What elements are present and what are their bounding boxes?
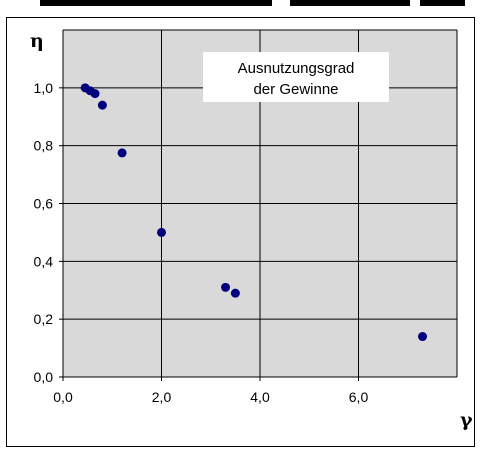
data-point: [230, 288, 240, 298]
y-tick-label: 0,8: [34, 138, 54, 154]
axes: [59, 30, 457, 381]
top-strip: [0, 0, 483, 17]
x-tick-label: 2,0: [152, 389, 172, 405]
y-tick-labels: 0,0 0,2 0,4 0,6 0,8 1,0: [34, 80, 63, 385]
data-point: [221, 282, 231, 292]
x-axis-label: γ: [460, 409, 473, 431]
data-point: [90, 89, 100, 99]
y-axis-label: η: [30, 30, 44, 52]
data-point: [157, 227, 166, 237]
cropped-text-fragment: [40, 0, 272, 6]
y-tick-label: 0,0: [34, 369, 54, 385]
y-tick-label: 0,4: [34, 253, 54, 269]
y-tick-label: 0,2: [34, 311, 54, 327]
x-tick-label: 4,0: [250, 389, 270, 405]
annotation-line-2: der Gewinne: [253, 81, 338, 98]
x-tick-labels: 0,0 2,0 4,0 6,0: [53, 377, 368, 405]
y-tick-label: 0,6: [34, 196, 54, 212]
x-tick-label: 0,0: [53, 389, 73, 405]
cropped-text-fragment: [420, 0, 465, 6]
annotation-line-1: Ausnutzungsgrad: [238, 60, 355, 77]
annotation-background: [203, 52, 389, 102]
data-points: [80, 83, 428, 342]
data-point: [97, 100, 107, 110]
cropped-text-fragment: [290, 0, 410, 6]
annotation-box: Ausnutzungsgrad der Gewinne: [203, 52, 389, 102]
x-tick-label: 6,0: [349, 389, 369, 405]
data-point: [418, 332, 428, 342]
y-tick-label: 1,0: [34, 80, 54, 96]
data-point: [117, 148, 127, 158]
